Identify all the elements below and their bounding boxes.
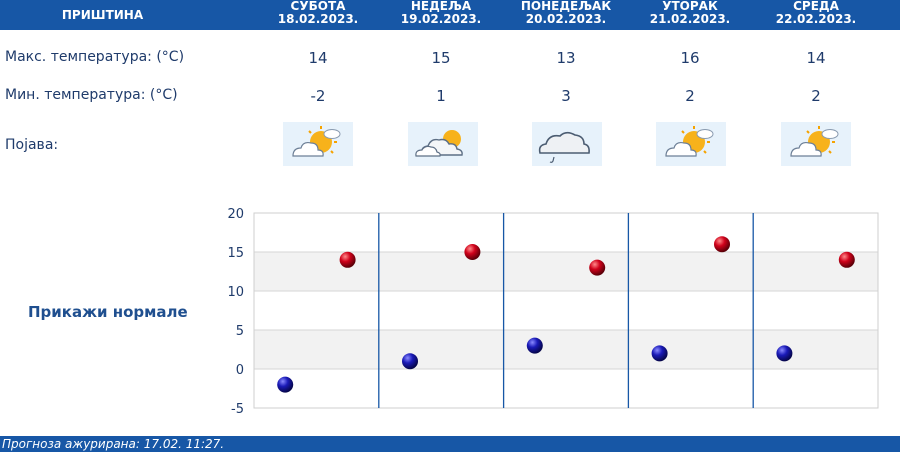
min-temp-label: Мин. температура: (°C) (5, 87, 178, 103)
y-tick-label: 5 (236, 324, 244, 339)
day-date: 19.02.2023. (400, 12, 482, 26)
day-date: 22.02.2023. (775, 12, 857, 26)
day-name: УТОРАК (662, 0, 718, 13)
min-temp-point (651, 345, 668, 362)
min-temp-value: 3 (561, 87, 571, 105)
forecast-updated-text: Прогноза ажурирана: 17.02. 11:27. (2, 437, 225, 451)
grid-band (254, 330, 878, 369)
max-temp-value: 14 (806, 49, 826, 67)
day-date: 18.02.2023. (277, 12, 359, 26)
min-temp-point (277, 376, 294, 393)
phenomenon-label: Појава: (5, 137, 59, 153)
max-temp-point (838, 251, 855, 268)
min-temp-point (402, 353, 418, 370)
min-temp-point (526, 337, 543, 354)
day-date: 20.02.2023. (525, 12, 607, 26)
day-header-3: ПОНЕДЕЉАК 20.02.2023. (506, 0, 626, 30)
max-temp-value: 13 (556, 49, 576, 67)
min-temp-point (776, 345, 793, 362)
sun-cloud-icon (781, 122, 851, 166)
grid-band (254, 213, 878, 252)
y-tick-label: -5 (231, 402, 244, 417)
grid-band (254, 252, 878, 291)
day-name: ПОНЕДЕЉАК (520, 0, 612, 13)
min-temp-value: 1 (436, 87, 446, 105)
day-header-2: НЕДЕЉА 19.02.2023. (381, 0, 501, 30)
max-temp-value: 15 (431, 49, 451, 67)
day-header-1: СУБОТА 18.02.2023. (258, 0, 378, 30)
y-tick-label: 0 (236, 363, 244, 378)
day-name: НЕДЕЉА (410, 0, 472, 13)
max-temp-point (339, 251, 356, 268)
y-tick-label: 10 (227, 285, 244, 300)
min-temp-value: 2 (811, 87, 821, 105)
min-temp-value: -2 (310, 87, 326, 105)
day-header-4: УТОРАК 21.02.2023. (630, 0, 750, 30)
sun-cloud-icon (656, 122, 726, 166)
max-temp-point (464, 244, 481, 260)
grid-band (254, 291, 878, 330)
y-tick-label: 15 (227, 246, 244, 261)
plot-border (253, 212, 879, 409)
y-tick-label: 20 (227, 207, 244, 222)
day-name: СУБОТА (290, 0, 346, 13)
min-temp-value: 2 (685, 87, 695, 105)
forecast-header: ПРИШТИНА СУБОТА 18.02.2023. НЕДЕЉА 19.02… (0, 0, 900, 30)
max-temp-point (589, 259, 606, 276)
day-header-5: СРЕДА 22.02.2023. (756, 0, 876, 30)
footer-bar: Прогноза ажурирана: 17.02. 11:27. (0, 436, 900, 452)
day-name: СРЕДА (793, 0, 839, 13)
max-temp-label: Макс. температура: (°C) (5, 49, 185, 65)
day-date: 21.02.2023. (649, 12, 731, 26)
show-normals-link[interactable]: Прикажи нормале (28, 303, 188, 321)
max-temp-value: 14 (308, 49, 328, 67)
cloud-rain-icon (532, 122, 602, 166)
max-temp-point (714, 236, 730, 253)
max-temp-value: 16 (680, 49, 700, 67)
grid-band (254, 369, 878, 408)
sun-cloud-icon (283, 122, 353, 166)
city-name: ПРИШТИНА (61, 8, 144, 22)
cloud-sun-icon (408, 122, 478, 166)
